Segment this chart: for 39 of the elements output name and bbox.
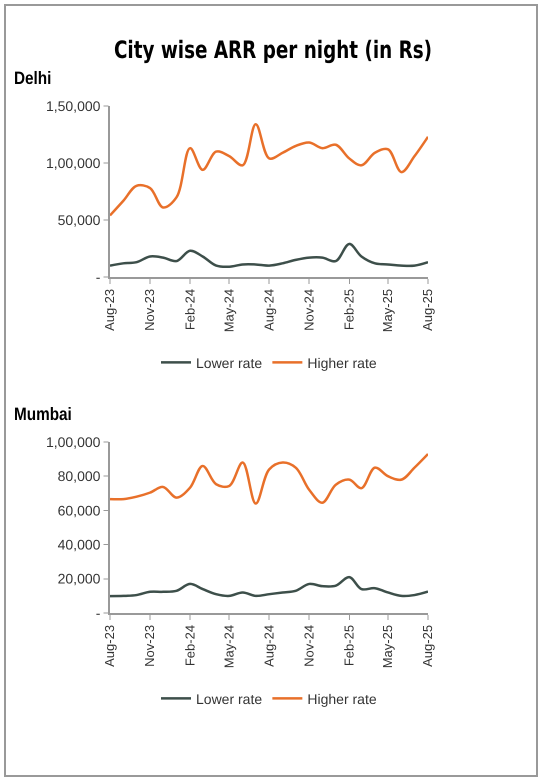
x-tick-label: Aug-23 [102, 288, 118, 331]
x-tick-label: Aug-23 [102, 624, 118, 667]
x-tick-label: May-25 [380, 288, 396, 332]
y-tick-label: 20,000 [58, 570, 101, 587]
x-tick-label: Nov-24 [301, 288, 316, 331]
chart-subtitle: Delhi [14, 68, 52, 90]
legend-label: Higher rate [307, 354, 377, 371]
line-series [110, 122, 428, 217]
legend-label: Higher rate [307, 690, 377, 707]
y-tick-label: 1,00,000 [46, 154, 101, 171]
line-series [110, 576, 428, 598]
y-tick-label: - [96, 268, 101, 285]
chart-title: Mumbai [14, 404, 73, 426]
y-tick-label: 1,00,000 [46, 434, 101, 450]
chart-title: City wise ARR per night (in Rs) [112, 36, 434, 66]
y-tick-label: 80,000 [58, 468, 101, 484]
x-tick-label: Nov-23 [142, 288, 158, 331]
x-tick-label: Nov-24 [301, 624, 316, 667]
legend-label: Lower rate [196, 690, 262, 707]
y-tick-label: 1,50,000 [46, 98, 101, 114]
x-tick-label: May-24 [221, 624, 236, 668]
y-tick-label: - [96, 604, 101, 621]
legend-label: Lower rate [196, 354, 262, 371]
x-tick-label: May-25 [380, 624, 396, 668]
x-tick-label: Aug-24 [261, 624, 276, 667]
x-tick-label: Feb-24 [182, 288, 198, 330]
x-tick-label: Feb-25 [341, 288, 356, 330]
x-tick-label: Aug-25 [420, 624, 436, 667]
line-series [110, 452, 428, 505]
line-series [110, 242, 428, 268]
x-tick-label: Aug-24 [261, 288, 276, 331]
x-tick-label: Feb-25 [341, 624, 356, 666]
x-tick-label: Aug-25 [420, 288, 436, 331]
x-tick-label: May-24 [221, 288, 236, 332]
x-tick-label: Nov-23 [142, 624, 158, 667]
y-tick-label: 40,000 [58, 536, 101, 552]
y-tick-label: 60,000 [58, 502, 101, 518]
x-tick-label: Feb-24 [182, 624, 198, 666]
y-tick-label: 50,000 [58, 212, 101, 228]
